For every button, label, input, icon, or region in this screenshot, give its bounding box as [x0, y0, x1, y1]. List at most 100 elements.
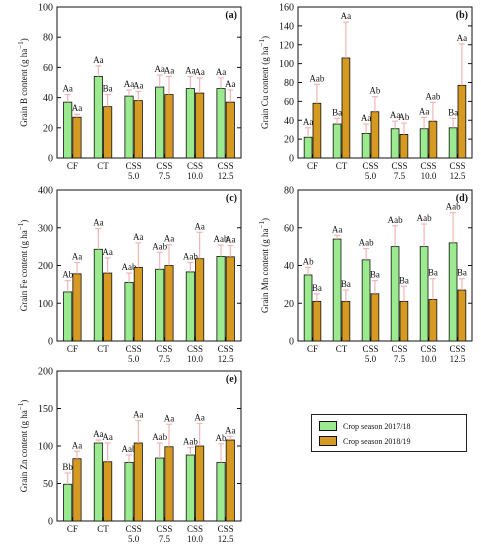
panel-d-ytick-label: 20	[284, 299, 294, 310]
panel-b-xtick-label: CSS	[420, 161, 436, 171]
panel-e-xtick-label: 5.0	[128, 534, 140, 544]
panel-e-bar-s1	[155, 457, 165, 522]
panel-a-bar-s2	[195, 92, 205, 159]
panel-b-data-label-s2: Aa	[457, 33, 468, 43]
panel-d-xtick-label: CSS	[362, 344, 378, 354]
panel-a-bar-s2	[225, 101, 235, 159]
panel-e-xtick-label: CSS	[187, 524, 203, 534]
panel-a-xtick-label: CSS	[218, 161, 234, 171]
panel-a-xtick-label: CT	[97, 161, 109, 171]
panel-b-ylabel-close: )	[260, 36, 270, 39]
panel-e-bar-s2	[164, 446, 174, 522]
panel-d-data-label-s1: Aab	[446, 202, 461, 212]
panel-e-xtick-label: CT	[97, 524, 109, 534]
panel-a-ytick-label: 80	[43, 33, 53, 44]
panel-d-ylabel: Grain Mn content (g ha−1)	[258, 218, 270, 313]
panel-d-data-label-s1: Ab	[303, 256, 314, 266]
legend-label-season-2: Crop season 2018/19	[343, 436, 411, 446]
panel-a-bar-s2	[133, 100, 143, 159]
panel-e-bar-s1	[185, 454, 195, 522]
panel-a-xtick-label: CF	[67, 161, 78, 171]
panel-b-data-label-s2: Aab	[309, 73, 324, 83]
panel-b-data-label-s2: Ab	[398, 112, 409, 122]
panel-d-bar-s1	[390, 246, 400, 342]
panel-c-xtick-label: 7.5	[159, 354, 171, 364]
panel-a-bar-s1	[185, 88, 195, 159]
panel-c-data-label-s2: Aa	[225, 234, 236, 244]
panel-c-ytick-label: 200	[38, 261, 53, 272]
panel-d-xtick-label: CSS	[449, 344, 465, 354]
panel-d-xtick-label: CT	[336, 344, 348, 354]
panel-c-data-label-s2: Aa	[194, 221, 205, 231]
panel-a-xtick-label: 5.0	[128, 171, 140, 181]
panel-b-bar-s1	[448, 127, 458, 159]
panel-d-bar-s1	[361, 259, 371, 342]
panel-c-bar-s1	[155, 268, 165, 342]
panel-e-xtick-label: 10.0	[187, 534, 203, 544]
panel-c-xtick-label: 10.0	[187, 354, 203, 364]
panel-d-bar-s1	[448, 242, 458, 342]
panel-a-data-label-s1: Aa	[93, 55, 104, 65]
legend-label-season-1: Crop season 2017/18	[343, 421, 411, 431]
panel-e-data-label-s2: Aa	[133, 410, 144, 420]
panel-a-xtick-label: CSS	[156, 161, 172, 171]
panel-d-ytick-label: 0	[289, 337, 294, 348]
panel-d-xtick-label: 10.0	[421, 354, 437, 364]
panel-a-data-label-s1: Aa	[124, 79, 135, 89]
panel-d-ytick-label: 40	[284, 261, 294, 272]
panel-b-xtick-label: CSS	[362, 161, 378, 171]
panel-b-data-label-s2: Aa	[341, 11, 352, 21]
panel-a-xtick-label: 12.5	[218, 171, 234, 181]
panel-a-xtick-label: CSS	[187, 161, 203, 171]
panel-b-bar-s1	[361, 133, 371, 159]
panel-a-ylabel-close: )	[19, 38, 29, 41]
panel-b-ytick-label: 40	[284, 116, 294, 127]
panel-a-data-label-s1: Aa	[62, 84, 73, 94]
panel-e-data-label-s2: Aa	[194, 413, 205, 423]
panel-c-xtick-label: CT	[97, 344, 109, 354]
panel-e-bar-s2	[225, 439, 235, 522]
panel-a-data-label-s2: Aa	[225, 79, 236, 89]
panel-b: 0 20 40 60 80 100 120 140 160 Grain Cu content (g…	[258, 3, 473, 181]
panel-d-bar-s2	[312, 300, 322, 342]
panel-a-bar-s1	[124, 95, 134, 159]
panel-e-data-label-s2: Aa	[164, 413, 175, 423]
panel-e-ytick-label: 0	[48, 517, 53, 528]
panel-c-bar-s1	[185, 271, 195, 342]
panel-b-xtick-label: 12.5	[450, 171, 466, 181]
panel-d-data-label-s1: Aab	[359, 238, 374, 248]
panel-a-data-label-s2: Aa	[194, 67, 205, 77]
panel-e-xtick-label: 7.5	[159, 534, 171, 544]
panel-d-data-label-s2: Ba	[457, 268, 467, 278]
panel-d-xtick-label: CSS	[391, 344, 407, 354]
panel-c-frame	[56, 189, 242, 342]
panel-a-data-label-s1: Aa	[154, 64, 165, 74]
legend-item-season-2: Crop season 2018/19	[319, 436, 411, 446]
panel-b-bar-s1	[390, 128, 400, 159]
panel-d-bar-s1	[419, 246, 429, 342]
legend-swatch-season-2	[319, 436, 337, 446]
panel-b-xtick-label: 7.5	[394, 171, 406, 181]
panel-e-data-label-s1: Aa	[93, 429, 104, 439]
panel-c-xtick-label: CSS	[156, 344, 172, 354]
panel-e-data-label-s2: Aa	[225, 425, 236, 435]
panel-c-ylabel-superscript: −1	[17, 222, 25, 230]
panel-d-bar-s2	[370, 293, 380, 342]
panel-b-ytick-label: 140	[279, 21, 294, 32]
panel-c-data-label-s1: Ab	[62, 270, 73, 280]
panel-a-data-label-s2: Aa	[164, 65, 175, 75]
panel-d-ylabel-close: )	[260, 218, 270, 221]
panel-c-ylabel: Grain Fe content (g ha−1)	[17, 220, 29, 311]
panel-a-xtick-label: 10.0	[187, 171, 203, 181]
panel-b-bar-s1	[419, 128, 429, 159]
panel-a-bar-s2	[72, 116, 82, 159]
panel-c-bar-s2	[225, 256, 235, 342]
panel-a-data-label-s2: Aa	[133, 81, 144, 91]
panel-b-bar-s2	[312, 102, 322, 159]
panel-c-xtick-label: 5.0	[128, 354, 140, 364]
panel-d: 0 20 40 60 80 Grain Mn content (g ha−1) (d) CF A…	[258, 186, 473, 364]
panel-a-bar-s2	[164, 94, 174, 159]
panel-e-frame	[56, 370, 242, 522]
panel-a-ytick-label: 100	[38, 3, 53, 14]
